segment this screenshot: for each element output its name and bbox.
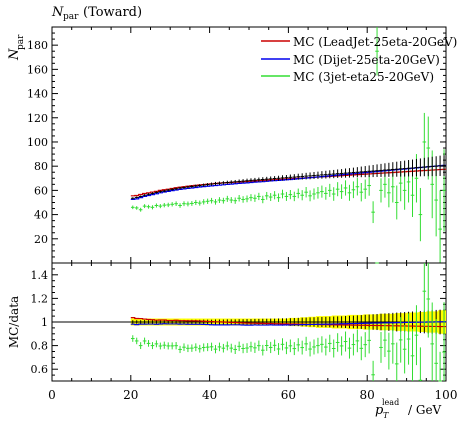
y-tick-label-main: 40 — [34, 209, 48, 222]
y-tick-label-main: 140 — [27, 88, 48, 101]
y-tick-label-main: 80 — [34, 160, 48, 173]
y-tick-label-main: 180 — [27, 39, 48, 52]
y-tick-label-ratio: 1 — [41, 316, 48, 329]
legend: MC (LeadJet-25eta-20GeV) MC (Dijet-25eta… — [261, 35, 457, 84]
y-tick-label-main: 60 — [34, 184, 48, 197]
x-label-symbol: p — [375, 403, 384, 418]
series-line-blue — [130, 164, 446, 201]
x-label-subscript: T — [383, 411, 389, 420]
main-y-ticks: 20 40 60 80 100 120 140 160 180 — [27, 32, 446, 264]
y-label-subscript: par — [16, 34, 26, 50]
ratio-y-ticks: 0.6 0.8 1 1.2 1.4 — [31, 262, 446, 382]
x-axis-label: p lead T / GeV — [375, 398, 442, 420]
ratio-panel: 0.6 0.8 1 1.2 1.4 MC/data — [7, 262, 447, 382]
main-panel: 20 40 60 80 100 120 140 160 180 N par MC (LeadJe… — [7, 26, 457, 264]
title-symbol: N — [51, 5, 64, 20]
y-tick-label-main: 20 — [34, 233, 48, 246]
x-tick-label: 60 — [281, 388, 296, 402]
ratio-line-blue — [130, 321, 446, 326]
y-tick-label-ratio: 0.8 — [31, 340, 49, 353]
y-label-symbol: N — [7, 48, 22, 61]
y-tick-label-main: 120 — [27, 112, 48, 125]
x-label-suffix: / GeV — [408, 403, 442, 417]
x-axis: 0 20 40 60 80 100 — [48, 27, 457, 402]
ratio-series-layer — [52, 262, 447, 382]
title-subscript: par — [63, 12, 79, 22]
main-series-layer — [130, 27, 446, 263]
x-tick-label: 20 — [123, 388, 138, 402]
y-tick-label-main: 100 — [27, 136, 48, 149]
legend-label-green: MC (3jet-eta25-20GeV) — [293, 70, 434, 84]
x-tick-label: 100 — [435, 388, 458, 402]
x-tick-label: 40 — [202, 388, 217, 402]
series-line-red — [130, 168, 446, 197]
ratio-y-label: MC/data — [7, 296, 21, 348]
y-tick-label-ratio: 1.4 — [31, 269, 49, 282]
y-tick-label-ratio: 1.2 — [31, 292, 49, 305]
x-tick-label: 0 — [48, 388, 56, 402]
legend-label-blue: MC (Dijet-25eta-20GeV) — [293, 53, 440, 67]
legend-label-red: MC (LeadJet-25eta-20GeV) — [293, 35, 457, 49]
main-y-label: N par — [7, 34, 26, 61]
chart-title: N par (Toward) — [51, 5, 142, 22]
x-tick-label: 80 — [360, 388, 375, 402]
y-tick-label-main: 160 — [27, 63, 48, 76]
x-label-superscript: lead — [382, 398, 399, 407]
y-tick-label-ratio: 0.6 — [31, 363, 49, 376]
title-suffix: (Toward) — [83, 5, 142, 20]
